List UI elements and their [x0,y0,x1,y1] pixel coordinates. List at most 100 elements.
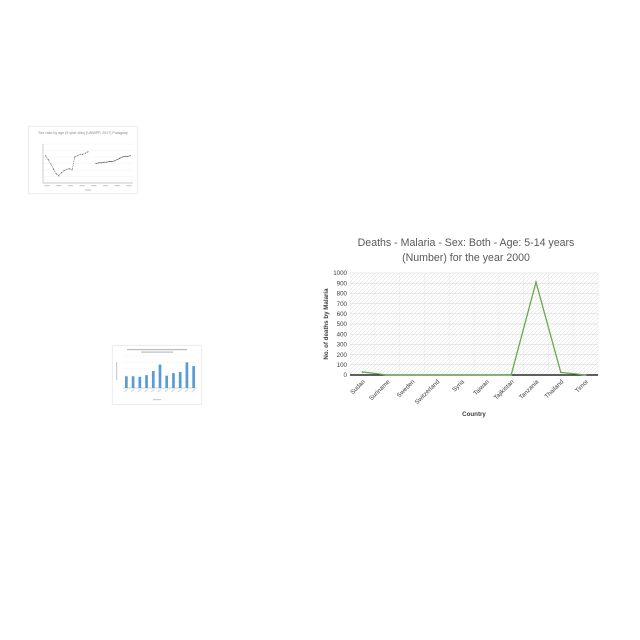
bar [151,370,155,388]
thumbnail-sex-ratio-chart: Sex ratio by age (5 year olds) (UNWPP, 2… [28,126,138,194]
bar [165,375,169,388]
x-tick-label [164,388,169,393]
x-axis-title: Country [462,411,486,418]
data-point [121,156,123,158]
x-tick-label: Switzerland [414,378,442,406]
data-point [535,281,537,283]
data-point [485,374,488,376]
chart-title-line-2: (Number) for the year 2000 [402,252,530,264]
x-tick-label [177,388,182,393]
x-tick-label: Syria [451,378,466,393]
y-tick-label: 300 [337,342,348,349]
y-tick-label: 200 [337,352,348,359]
x-tick-label: Timor [574,378,590,394]
data-point [47,159,49,161]
x-tick-label [79,185,85,187]
x-tick-label [191,388,196,393]
series-line [45,151,89,177]
x-tick-label [171,388,175,393]
data-point [124,155,126,157]
data-point [411,374,413,376]
data-point [58,175,60,177]
data-point [119,157,121,159]
data-point [53,168,55,170]
data-point [98,162,100,164]
y-tick-label: 1000 [333,270,347,277]
x-tick-label [137,388,142,393]
bar [185,362,189,388]
x-tick-label [114,185,120,187]
x-tick-label [124,388,128,393]
malaria-chart-svg: Deaths - Malaria - Sex: Both - Age: 5-14… [323,237,599,418]
x-tick-label [103,185,109,187]
data-point [82,153,84,155]
data-point [106,161,108,163]
x-tick-label: Sudan [349,378,367,396]
x-tick-label: Suriname [368,378,392,402]
x-tick-label [56,185,62,187]
data-point [61,172,63,174]
data-point [103,161,105,163]
series-line [362,279,586,376]
x-tick-label: Tajikistan [493,378,516,401]
x-tick-label: Sweden [396,378,417,399]
x-tick-label [126,185,132,187]
chart-title-line-1: Deaths - Malaria - Sex: Both - Age: 5-14… [358,237,575,249]
x-tick-label [157,388,162,393]
bar [138,376,142,388]
y-tick-label: 800 [337,291,348,298]
y-tick-label: 700 [337,301,348,308]
data-point [129,155,131,157]
bar [125,376,128,388]
y-tick-label: 500 [337,321,348,328]
data-point [74,156,76,158]
x-tick-label [91,185,97,187]
data-point [386,374,388,376]
data-point [113,160,115,162]
y-axis-title: No. of deaths by Malaria [323,288,330,360]
chart-subtitle-line [141,351,173,353]
x-axis-label-line [153,399,161,401]
malaria-deaths-chart: Deaths - Malaria - Sex: Both - Age: 5-14… [318,230,618,425]
data-point [45,155,47,157]
chart-title: Sex ratio by age (5 year olds) (UNWPP, 2… [38,131,128,135]
y-tick-label: 600 [337,311,348,318]
data-point [100,162,102,164]
data-point [127,155,129,157]
bar [145,375,148,388]
x-axis-label: Years [85,188,92,192]
x-tick-label: Thailand [543,378,565,400]
data-point [116,159,118,161]
chart-title-line [127,349,187,351]
sex-ratio-chart-svg: Sex ratio by age (5 year olds) (UNWPP, 2… [38,131,133,192]
x-tick-label [44,185,50,187]
data-point [84,152,86,154]
bar [131,376,135,388]
data-point [63,170,65,172]
thumbnail-bar-chart [112,345,202,405]
y-tick-label: 100 [337,362,348,369]
data-point [111,161,113,163]
x-tick-label: Taiwan [472,378,491,397]
data-point [560,371,562,374]
data-point [71,169,73,171]
data-point [76,155,78,157]
x-tick-label [67,185,73,187]
data-point [584,374,587,376]
bar [172,373,175,388]
x-tick-label [184,388,189,393]
data-point [460,374,463,376]
data-point [66,168,68,170]
y-tick-label: 900 [337,280,348,287]
bar-chart-svg [116,349,197,401]
data-point [95,163,97,164]
y-tick-label: 0 [344,372,348,379]
data-point [79,153,81,155]
data-point [436,374,438,376]
y-tick-label: 400 [337,331,348,338]
data-point [361,371,364,373]
bar [192,366,195,388]
y-axis-label-line [116,362,118,380]
x-tick-label [130,388,135,393]
data-point [50,163,52,165]
